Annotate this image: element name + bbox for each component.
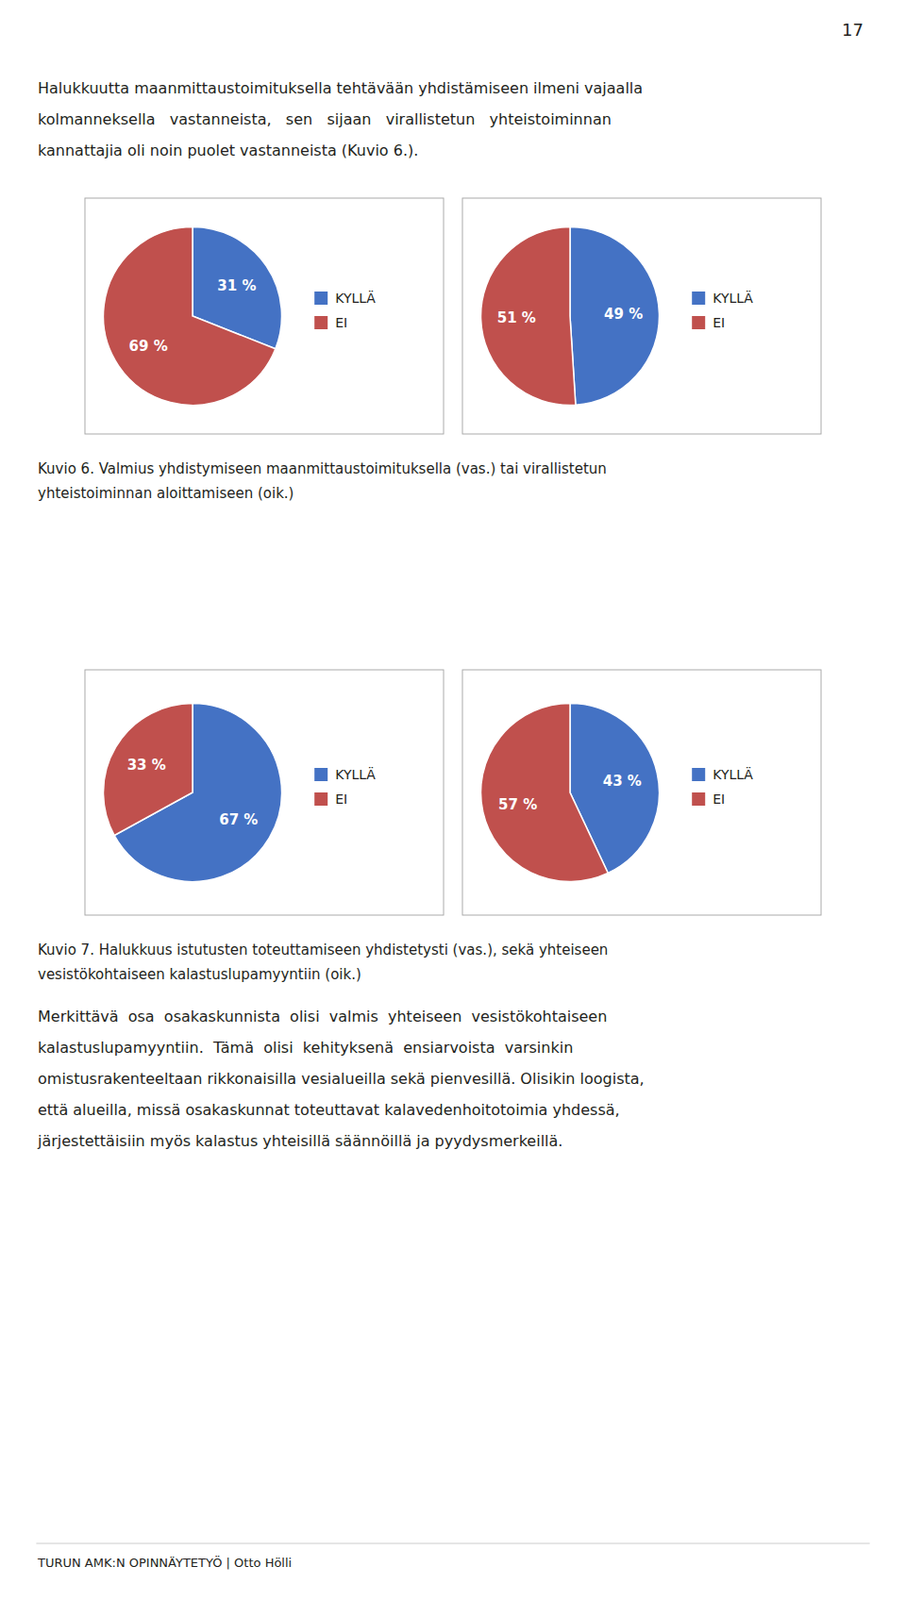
data-label: 49 % bbox=[604, 305, 643, 323]
legend-label: EI bbox=[335, 791, 348, 807]
paragraph-line: järjestettäisiin myös kalastus yhteisill… bbox=[36, 1132, 563, 1151]
pie-slice bbox=[102, 704, 193, 837]
caption-line: yhteistoiminnan aloittamiseen (oik.) bbox=[37, 485, 294, 503]
legend-label: KYLLÄ bbox=[335, 766, 376, 783]
chart-panel: 31 % 69 % KYLLÄ EI bbox=[84, 198, 444, 435]
legend-label: KYLLÄ bbox=[712, 766, 754, 783]
legend-item: EI bbox=[314, 791, 348, 807]
legend: KYLLÄ EI bbox=[691, 766, 754, 807]
legend-label: KYLLÄ bbox=[335, 289, 376, 306]
legend-item: EI bbox=[691, 791, 725, 807]
caption-line: Kuvio 7. Halukkuus istutusten toteuttami… bbox=[37, 941, 608, 959]
data-label: 33 % bbox=[127, 756, 167, 774]
pie-slice bbox=[480, 704, 608, 883]
legend-swatch bbox=[314, 291, 328, 305]
panel-border bbox=[84, 198, 444, 435]
data-label: 43 % bbox=[603, 772, 642, 790]
data-label: 31 % bbox=[217, 277, 256, 295]
legend-swatch bbox=[691, 316, 705, 330]
chart-panel: 67 % 33 % KYLLÄ EI bbox=[84, 670, 444, 916]
legend-item: KYLLÄ bbox=[691, 289, 754, 306]
chart-panel: 43 % 57 % KYLLÄ EI bbox=[462, 670, 822, 916]
legend-label: EI bbox=[712, 315, 725, 331]
legend-label: EI bbox=[335, 315, 348, 331]
legend-item: KYLLÄ bbox=[691, 766, 754, 783]
paragraph-line: Merkittävä osa osakaskunnista olisi valm… bbox=[37, 1007, 607, 1026]
panel-border bbox=[462, 670, 822, 916]
page-number: 17 bbox=[841, 19, 864, 40]
pie-slice bbox=[481, 227, 576, 406]
legend-swatch bbox=[314, 316, 328, 330]
pie: 31 % 69 % bbox=[103, 227, 283, 406]
chart-panel: 49 % 51 % KYLLÄ EI bbox=[462, 198, 822, 435]
legend: KYLLÄ EI bbox=[314, 289, 376, 331]
data-label: 69 % bbox=[129, 337, 168, 355]
page: 17 Halukkuutta maanmittaustoimituksella t… bbox=[0, 0, 906, 1600]
pie: 67 % 33 % bbox=[102, 704, 282, 883]
footer: TURUN AMK:N OPINNÄYTETYÖ | Otto Hölli bbox=[36, 1555, 292, 1571]
legend-item: EI bbox=[314, 315, 348, 331]
caption-line: Kuvio 6. Valmius yhdistymiseen maanmitta… bbox=[37, 460, 607, 478]
data-label: 67 % bbox=[218, 811, 258, 829]
footer-rule bbox=[35, 1543, 870, 1545]
paragraph-line: kalastuslupamyyntiin. Tämä olisi kehityk… bbox=[37, 1039, 573, 1057]
data-label: 51 % bbox=[497, 309, 537, 327]
caption-line: vesistökohtaiseen kalastuslupamyyntiin (… bbox=[37, 966, 362, 984]
legend-swatch bbox=[314, 768, 328, 782]
legend-swatch bbox=[314, 792, 328, 806]
pie-slice bbox=[570, 227, 660, 406]
pie-slice bbox=[103, 227, 276, 406]
legend-swatch bbox=[691, 768, 705, 782]
legend-label: EI bbox=[712, 791, 725, 807]
legend-swatch bbox=[691, 792, 705, 806]
pie: 49 % 51 % bbox=[481, 227, 660, 406]
paragraph-line: että alueilla, missä osakaskunnat toteut… bbox=[37, 1101, 621, 1120]
data-label: 57 % bbox=[498, 796, 537, 814]
legend: KYLLÄ EI bbox=[314, 766, 376, 807]
paragraph-line: kolmanneksella vastanneista, sen sijaan … bbox=[37, 110, 612, 129]
legend-label: KYLLÄ bbox=[712, 289, 754, 306]
pie: 43 % 57 % bbox=[480, 704, 659, 883]
legend-item: KYLLÄ bbox=[314, 766, 376, 783]
paragraph-line: kannattajia oli noin puolet vastanneista… bbox=[37, 141, 419, 160]
legend-item: KYLLÄ bbox=[314, 289, 376, 306]
legend: KYLLÄ EI bbox=[691, 289, 754, 331]
panel-border bbox=[84, 670, 444, 916]
paragraph-line: Halukkuutta maanmittaustoimituksella teh… bbox=[37, 79, 643, 98]
panel-border bbox=[462, 198, 822, 435]
legend-item: EI bbox=[691, 315, 725, 331]
paragraph-line: omistusrakenteeltaan rikkonaisilla vesia… bbox=[37, 1070, 645, 1089]
legend-swatch bbox=[691, 291, 705, 305]
